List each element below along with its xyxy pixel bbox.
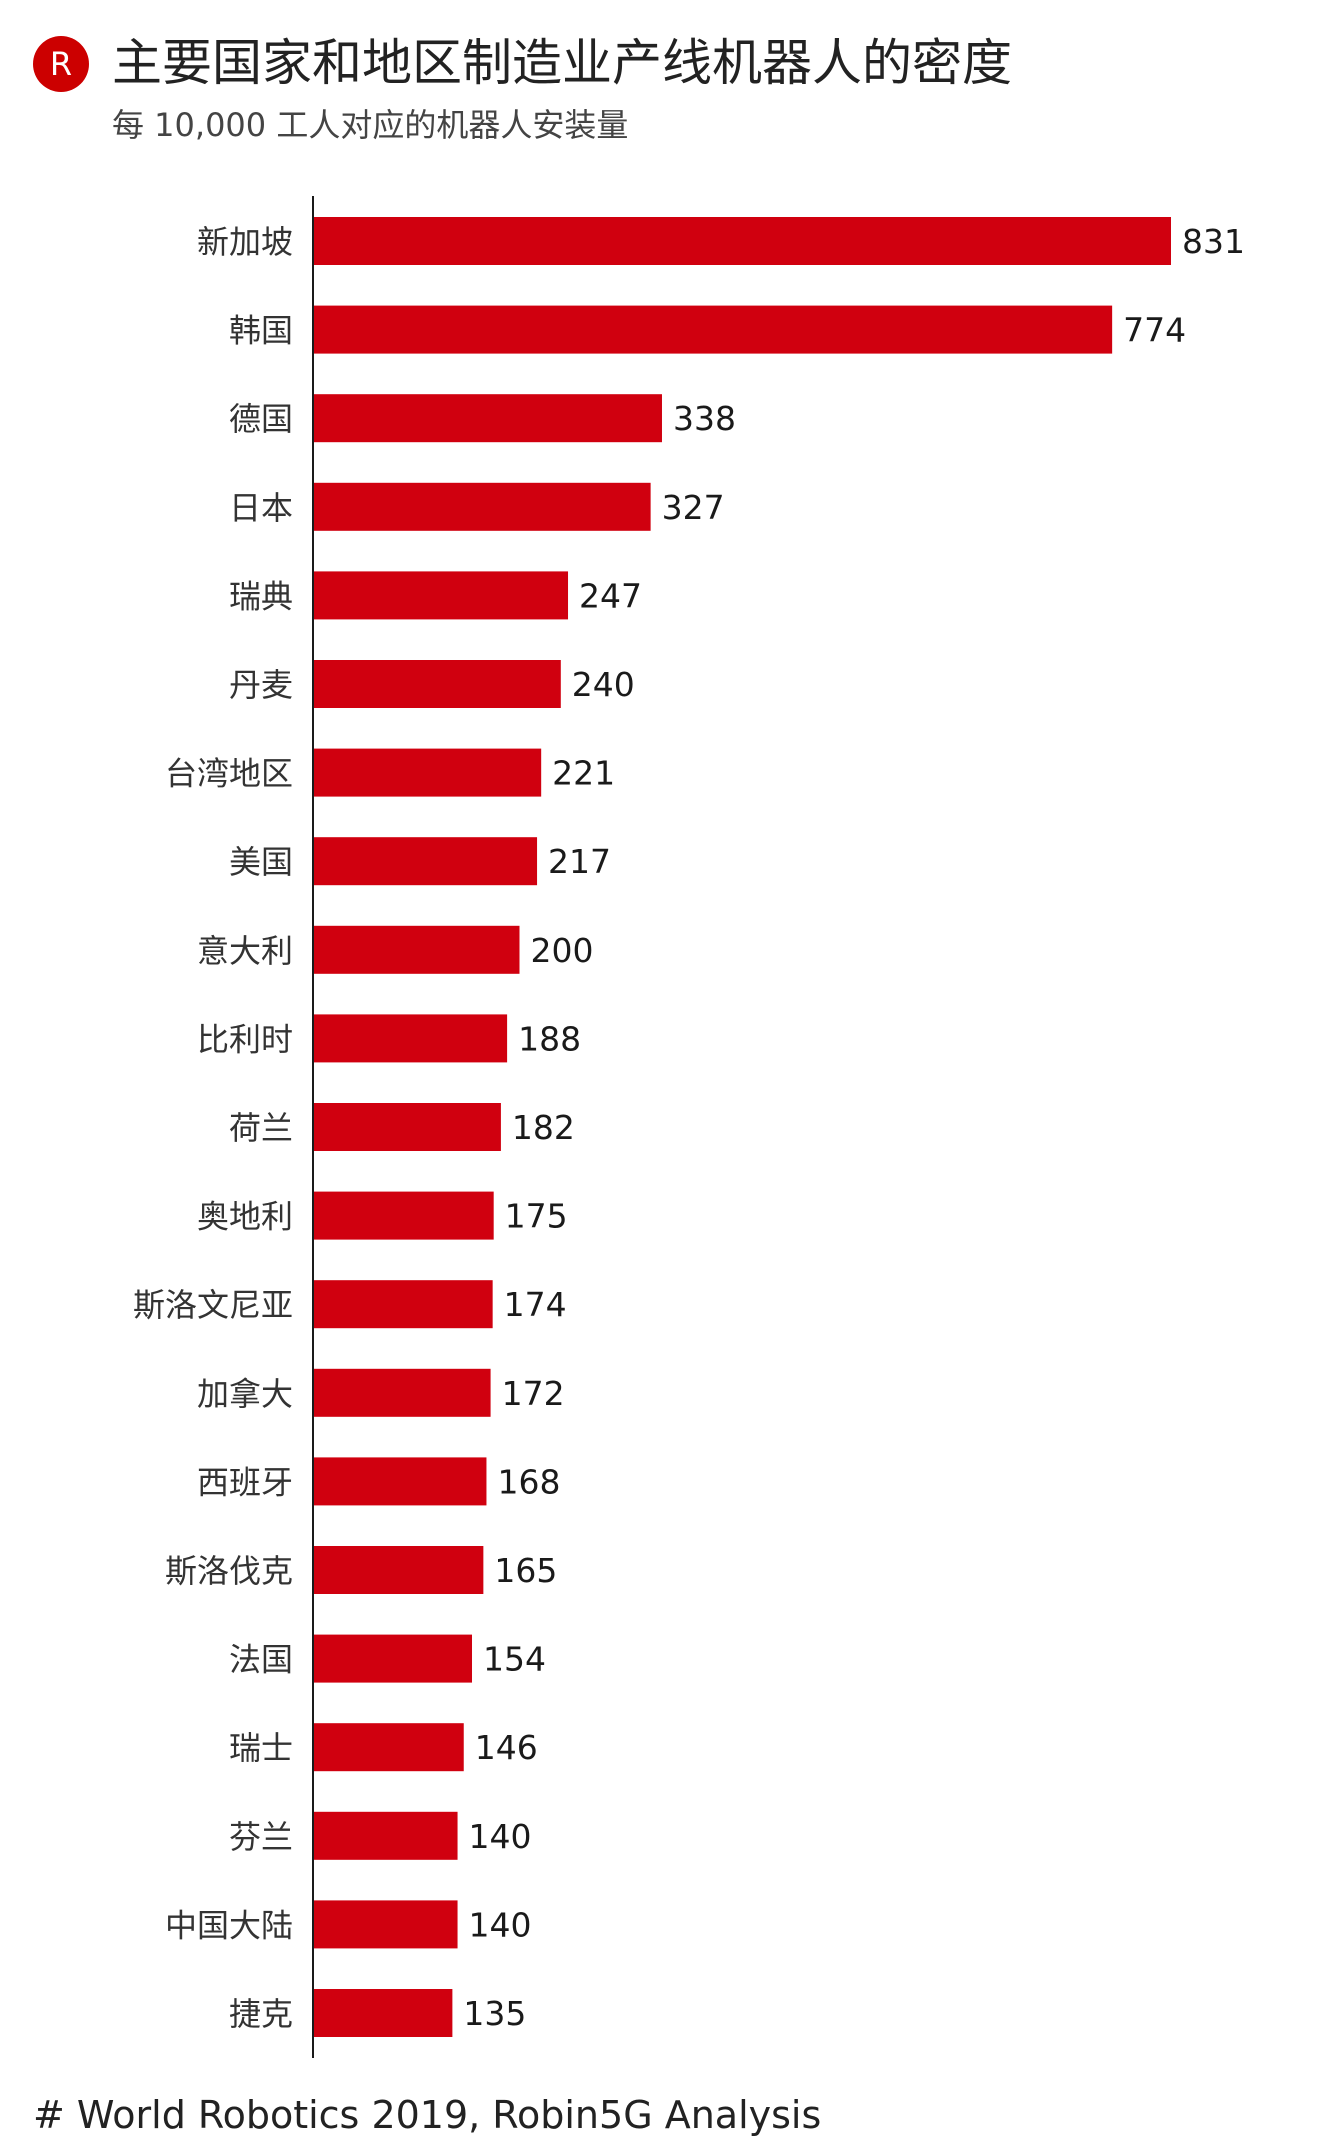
category-label: 芬兰 (229, 1818, 293, 1856)
data-label: 172 (502, 1374, 565, 1413)
category-label: 比利时 (197, 1020, 293, 1058)
data-label: 175 (505, 1197, 568, 1236)
bar (313, 482, 651, 531)
bar (313, 1368, 491, 1417)
bar (313, 1989, 453, 2037)
category-label: 中国大陆 (165, 1906, 293, 1944)
category-label: 瑞典 (229, 577, 293, 615)
data-label: 146 (475, 1728, 538, 1767)
category-label: 日本 (229, 489, 293, 527)
data-label: 240 (572, 665, 635, 704)
category-label: 丹麦 (229, 666, 293, 704)
bar (313, 1634, 473, 1683)
bar (313, 1546, 484, 1594)
category-label: 美国 (229, 843, 293, 881)
category-label: 斯洛文尼亚 (133, 1286, 293, 1324)
data-label: 327 (662, 488, 725, 527)
bar (313, 748, 542, 797)
source-note: # World Robotics 2019, Robin5G Analysis (33, 2093, 822, 2137)
category-label: 法国 (229, 1641, 293, 1679)
bar (313, 660, 561, 708)
category-label: 西班牙 (197, 1463, 293, 1501)
data-label: 182 (512, 1108, 575, 1147)
logo-r-icon: R (50, 45, 72, 83)
data-label: 831 (1182, 222, 1245, 261)
category-label: 新加坡 (197, 223, 293, 261)
category-label: 台湾地区 (165, 755, 293, 793)
bar (313, 1900, 458, 1949)
data-label: 338 (673, 399, 736, 438)
category-label: 德国 (229, 400, 293, 438)
bar (313, 1811, 458, 1860)
data-label: 165 (494, 1551, 557, 1590)
data-label: 154 (483, 1640, 546, 1679)
data-label: 140 (469, 1905, 532, 1944)
data-label: 774 (1123, 311, 1186, 350)
bar (313, 305, 1113, 354)
data-label: 247 (579, 576, 642, 615)
chart-subtitle: 每 10,000 工人对应的机器人安装量 (112, 106, 629, 144)
category-label: 意大利 (197, 932, 293, 970)
data-label: 140 (469, 1817, 532, 1856)
bar (313, 1014, 508, 1063)
category-label: 加拿大 (197, 1375, 293, 1413)
bar (313, 1103, 501, 1151)
bar (313, 217, 1171, 265)
data-label: 188 (518, 1019, 581, 1058)
bar (313, 571, 569, 620)
bar (313, 1457, 487, 1506)
bar (313, 925, 520, 974)
bar (313, 394, 662, 443)
category-label: 韩国 (229, 312, 293, 350)
chart-title: 主要国家和地区制造业产线机器人的密度 (112, 34, 1012, 92)
data-label: 168 (497, 1462, 560, 1501)
category-label: 荷兰 (229, 1109, 293, 1147)
category-label: 奥地利 (197, 1198, 293, 1236)
category-label: 瑞士 (229, 1729, 293, 1767)
data-label: 135 (463, 1994, 526, 2033)
bar (313, 1191, 494, 1240)
category-label: 斯洛伐克 (165, 1552, 293, 1590)
logo-badge: R (33, 36, 89, 92)
data-label: 174 (504, 1285, 567, 1324)
bars-layer: 新加坡 831 韩国 774 德国 338 日本 327 瑞典 247 丹麦 240 台湾地区 221 美国… (133, 217, 1245, 2037)
category-label: 捷克 (229, 1995, 293, 2033)
bar (313, 1723, 464, 1772)
svg-text:R: R (50, 45, 72, 83)
bar (313, 1280, 493, 1329)
bar (313, 837, 538, 886)
data-label: 200 (530, 931, 593, 970)
data-label: 217 (548, 842, 611, 881)
data-label: 221 (552, 754, 615, 793)
